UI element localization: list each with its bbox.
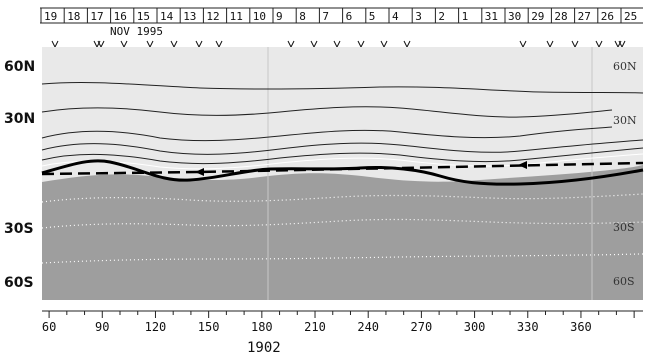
v-mark bbox=[287, 40, 295, 49]
month-label: NOV 1995 bbox=[110, 25, 163, 38]
lat-label-right-30n: 30N bbox=[613, 114, 637, 127]
date-strip: 19 18 17 16 15 14 13 12 11 10 9 8 7 6 5 4 3 2 1 31 30 29 28 27 2… bbox=[40, 7, 643, 49]
date-label: 10 bbox=[253, 10, 266, 23]
lon-label: 270 bbox=[411, 320, 433, 334]
date-label: 17 bbox=[90, 10, 103, 23]
date-label: 1 bbox=[462, 10, 469, 23]
lat-label-left-30n: 30N bbox=[4, 111, 35, 127]
v-mark bbox=[195, 40, 203, 49]
date-label: 26 bbox=[601, 10, 614, 23]
lon-label: 240 bbox=[357, 320, 379, 334]
north-white-contours bbox=[41, 153, 644, 170]
date-ticks: 19 18 17 16 15 14 13 12 11 10 9 8 7 6 5 4 3 2 1 31 30 29 28 27 2… bbox=[40, 8, 637, 23]
date-label: 19 bbox=[44, 10, 57, 23]
v-mark bbox=[120, 40, 128, 49]
date-label: 13 bbox=[183, 10, 196, 23]
v-mark bbox=[170, 40, 178, 49]
v-mark bbox=[51, 40, 59, 49]
date-label: 5 bbox=[369, 10, 376, 23]
v-mark bbox=[571, 40, 579, 49]
lon-label: 150 bbox=[198, 320, 220, 334]
lon-label: 210 bbox=[304, 320, 326, 334]
v-mark bbox=[146, 40, 154, 49]
date-label: 11 bbox=[230, 10, 243, 23]
date-label: 29 bbox=[531, 10, 544, 23]
date-label: 4 bbox=[392, 10, 399, 23]
date-label: 18 bbox=[67, 10, 80, 23]
v-mark bbox=[215, 40, 223, 49]
trajectory-arrow-1 bbox=[195, 168, 204, 176]
date-label: 12 bbox=[206, 10, 219, 23]
lat-label-left-30s: 30S bbox=[4, 221, 34, 237]
lon-label: 120 bbox=[145, 320, 167, 334]
boundary-line bbox=[41, 159, 644, 186]
v-mark bbox=[333, 40, 341, 49]
contour-north-2 bbox=[41, 106, 613, 118]
contour-north-3 bbox=[41, 126, 613, 142]
date-label: 16 bbox=[114, 10, 127, 23]
date-label: 31 bbox=[485, 10, 498, 23]
v-mark bbox=[380, 40, 388, 49]
lon-label: 360 bbox=[570, 320, 592, 334]
lat-label-left-60n: 60N bbox=[4, 59, 35, 75]
date-label: 3 bbox=[415, 10, 422, 23]
v-mark bbox=[357, 40, 365, 49]
lon-label: 180 bbox=[251, 320, 273, 334]
longitude-axis: 60 90 120 150 180 210 240 270 300 330 360 bbox=[42, 310, 643, 334]
date-label: 27 bbox=[578, 10, 591, 23]
v-mark bbox=[595, 40, 603, 49]
date-label: 8 bbox=[299, 10, 306, 23]
lat-label-right-60s: 60S bbox=[613, 275, 635, 288]
lat-label-left-60s: 60S bbox=[4, 275, 34, 291]
v-mark bbox=[519, 40, 527, 49]
contour-south-3 bbox=[41, 253, 644, 264]
year-label: 1902 bbox=[247, 340, 281, 356]
date-label: 2 bbox=[438, 10, 445, 23]
date-label: 14 bbox=[160, 10, 174, 23]
date-label: 6 bbox=[346, 10, 353, 23]
v-mark bbox=[403, 40, 411, 49]
south-contours bbox=[41, 193, 644, 264]
date-label: 15 bbox=[137, 10, 150, 23]
date-label: 7 bbox=[322, 10, 329, 23]
lon-label: 330 bbox=[517, 320, 539, 334]
lon-label: 90 bbox=[95, 320, 109, 334]
contour-north-4 bbox=[41, 139, 644, 155]
date-label: 28 bbox=[554, 10, 567, 23]
v-marks bbox=[51, 40, 626, 49]
lat-label-right-60n: 60N bbox=[613, 60, 637, 73]
trajectory-arrow-2 bbox=[518, 161, 527, 169]
south-region bbox=[42, 165, 643, 300]
date-label: 9 bbox=[276, 10, 283, 23]
contour-white-1 bbox=[41, 153, 644, 170]
date-label: 25 bbox=[624, 10, 637, 23]
v-mark bbox=[546, 40, 554, 49]
v-mark bbox=[310, 40, 318, 49]
lat-label-right-30s: 30S bbox=[613, 221, 635, 234]
lon-label: 60 bbox=[42, 320, 56, 334]
contour-north-1 bbox=[41, 82, 644, 94]
contour-north-5 bbox=[41, 147, 644, 165]
north-contours bbox=[41, 82, 644, 165]
lon-ticks: 60 90 120 150 180 210 240 270 300 330 360 bbox=[42, 311, 635, 334]
map-panel: 60N 30N 30S 60S 60N 30N 30S 60S bbox=[4, 47, 644, 300]
date-label: 30 bbox=[508, 10, 521, 23]
lon-label: 300 bbox=[464, 320, 486, 334]
